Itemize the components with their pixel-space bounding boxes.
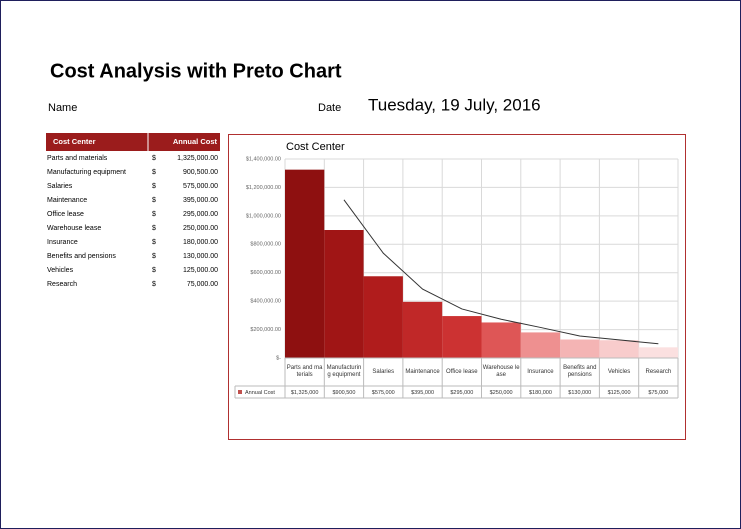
row-amount: 125,000.00 — [183, 267, 218, 274]
row-currency: $ — [152, 281, 156, 288]
row-currency: $ — [152, 155, 156, 162]
bar — [442, 316, 482, 358]
header-cell: Annual Cost — [173, 137, 218, 146]
row-label: Maintenance — [47, 197, 87, 204]
row-label: Manufacturing equipment — [47, 169, 126, 176]
x-tick-label: Parts and materials — [286, 365, 323, 378]
legend-label: Annual Cost — [245, 390, 275, 396]
row-amount: 575,000.00 — [183, 183, 218, 190]
x-tick-label: Warehouse lease — [482, 365, 520, 378]
row-label: Vehicles — [47, 267, 74, 274]
row-currency: $ — [152, 169, 156, 176]
bar — [324, 230, 364, 358]
x-tick-label: Manufacturing equipment — [326, 365, 362, 378]
x-tick-label: Vehicles — [607, 368, 631, 375]
date-label: Date — [318, 102, 341, 114]
row-amount: 250,000.00 — [183, 225, 218, 232]
value-label: $250,000 — [490, 390, 513, 396]
value-label: $295,000 — [450, 390, 473, 396]
row-amount: 295,000.00 — [183, 211, 218, 218]
row-amount: 395,000.00 — [183, 197, 218, 204]
x-tick-label: Maintenance — [405, 368, 440, 375]
legend-swatch — [238, 390, 242, 394]
y-tick-label: $- — [276, 355, 281, 361]
row-amount: 900,500.00 — [183, 169, 218, 176]
row-amount: 75,000.00 — [187, 281, 218, 288]
row-currency: $ — [152, 183, 156, 190]
bar — [481, 322, 521, 358]
bar — [599, 340, 639, 358]
bar — [560, 339, 600, 358]
row-amount: 1,325,000.00 — [177, 155, 218, 162]
value-label: $395,000 — [411, 390, 434, 396]
value-label: $1,325,000 — [291, 390, 319, 396]
value-label: $575,000 — [372, 390, 395, 396]
header-cell: Cost Center — [53, 137, 96, 146]
bar — [363, 276, 403, 358]
value-label: $75,000 — [648, 390, 668, 396]
value-label: $900,500 — [332, 390, 355, 396]
row-currency: $ — [152, 239, 156, 246]
row-label: Benefits and pensions — [47, 253, 116, 260]
y-tick-label: $200,000.00 — [250, 327, 281, 333]
x-tick-label: Office lease — [446, 368, 478, 375]
row-label: Office lease — [47, 211, 84, 218]
y-tick-label: $1,200,000.00 — [246, 185, 281, 191]
value-label: $125,000 — [608, 390, 631, 396]
x-tick-label: Insurance — [527, 368, 554, 375]
value-label: $130,000 — [568, 390, 591, 396]
bar — [638, 347, 678, 358]
name-label: Name — [48, 102, 77, 114]
x-tick-label: Salaries — [372, 368, 395, 375]
row-amount: 130,000.00 — [183, 253, 218, 260]
row-currency: $ — [152, 225, 156, 232]
date-value: Tuesday, 19 July, 2016 — [368, 95, 541, 114]
table-header — [46, 133, 220, 151]
row-currency: $ — [152, 211, 156, 218]
row-amount: 180,000.00 — [183, 239, 218, 246]
x-tick-label: Benefits and pensions — [563, 365, 597, 378]
bar — [285, 169, 325, 358]
row-currency: $ — [152, 267, 156, 274]
y-tick-label: $1,400,000.00 — [246, 156, 281, 162]
x-tick-label: Research — [645, 368, 672, 375]
value-label: $180,000 — [529, 390, 552, 396]
row-label: Insurance — [47, 239, 78, 246]
y-tick-label: $600,000.00 — [250, 270, 281, 276]
chart-title: Cost Center — [286, 141, 345, 153]
bar — [520, 332, 561, 358]
row-label: Parts and materials — [47, 155, 108, 162]
y-tick-label: $1,000,000.00 — [246, 213, 281, 219]
trend-line — [343, 199, 659, 345]
y-tick-label: $400,000.00 — [250, 299, 281, 305]
bar — [402, 301, 443, 358]
row-currency: $ — [152, 253, 156, 260]
row-currency: $ — [152, 197, 156, 204]
y-tick-label: $800,000.00 — [250, 242, 281, 248]
row-label: Warehouse lease — [47, 225, 101, 232]
row-label: Salaries — [47, 183, 73, 190]
row-label: Research — [47, 281, 77, 288]
title: Cost Analysis with Preto Chart — [50, 60, 342, 82]
